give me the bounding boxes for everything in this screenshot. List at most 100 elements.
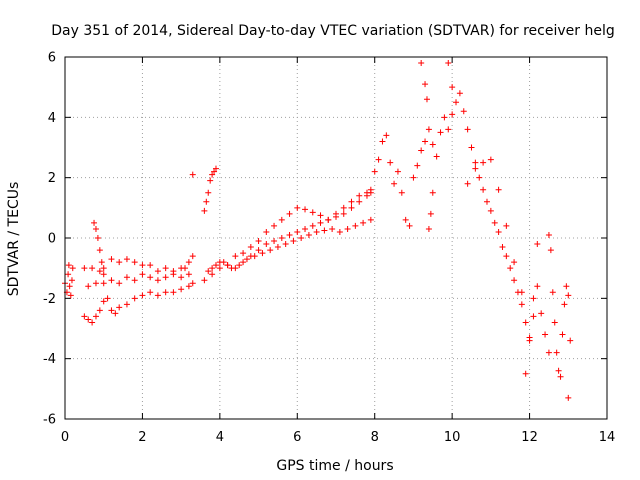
data-point — [228, 265, 235, 272]
series-band-upper — [81, 186, 374, 284]
data-point — [549, 289, 556, 296]
x-tick-label: 8 — [371, 430, 379, 445]
data-point — [555, 367, 562, 374]
data-point — [123, 301, 130, 308]
data-point — [216, 265, 223, 272]
data-point — [298, 235, 305, 241]
data-point — [522, 370, 529, 377]
data-point — [251, 253, 258, 260]
data-point — [123, 274, 130, 281]
data-point — [545, 349, 552, 356]
y-tick-labels: -6 -4 -2 0 2 4 6 — [43, 51, 56, 428]
data-point — [530, 313, 537, 320]
data-point — [189, 280, 196, 287]
data-point — [344, 225, 351, 232]
y-tick-label: -6 — [43, 413, 56, 428]
data-point — [472, 159, 479, 166]
data-point — [212, 165, 219, 172]
data-point — [209, 171, 216, 178]
data-point — [100, 298, 107, 305]
data-point — [313, 228, 320, 235]
data-point — [503, 222, 510, 229]
data-point — [240, 259, 247, 266]
data-point — [98, 259, 105, 266]
x-tick-label: 14 — [599, 430, 616, 445]
data-point — [286, 231, 293, 238]
data-point — [147, 262, 154, 269]
data-point — [391, 180, 398, 187]
data-point — [108, 307, 115, 314]
data-point — [65, 262, 72, 269]
data-point — [518, 289, 525, 296]
data-point — [81, 313, 88, 320]
data-point — [340, 204, 347, 211]
data-point — [379, 138, 386, 145]
data-point — [85, 316, 92, 323]
data-point — [116, 304, 123, 311]
data-point — [567, 337, 574, 344]
data-point — [499, 244, 506, 251]
data-point — [414, 162, 421, 169]
data-point — [356, 198, 363, 205]
data-point — [139, 292, 146, 299]
data-point — [305, 231, 312, 238]
data-point — [383, 132, 390, 139]
data-point — [212, 262, 219, 269]
data-point — [108, 277, 115, 284]
data-point — [522, 319, 529, 326]
data-point — [243, 256, 250, 263]
data-point — [449, 84, 456, 91]
data-point — [116, 259, 123, 266]
data-point — [348, 204, 355, 211]
data-point — [91, 219, 98, 226]
data-point — [236, 262, 243, 269]
data-point — [68, 277, 75, 284]
data-point — [302, 225, 309, 232]
data-point — [476, 174, 483, 181]
data-point — [321, 227, 328, 234]
data-point — [162, 289, 169, 296]
data-point — [259, 250, 266, 257]
data-point — [441, 114, 448, 121]
data-point — [96, 247, 103, 254]
data-point — [271, 238, 278, 245]
data-point — [247, 244, 254, 251]
data-point — [495, 228, 502, 235]
y-tick-label: 0 — [48, 232, 56, 247]
data-point — [551, 319, 558, 326]
data-point — [565, 292, 572, 299]
data-point — [352, 222, 359, 229]
data-point — [205, 189, 212, 196]
data-point — [329, 225, 336, 232]
data-point — [387, 159, 394, 166]
data-point — [433, 153, 440, 160]
data-point — [542, 331, 549, 338]
data-point — [185, 271, 192, 278]
data-point — [563, 283, 570, 290]
data-point — [182, 265, 189, 272]
y-tick-label: -4 — [43, 352, 56, 367]
data-point — [418, 60, 425, 67]
data-point — [356, 192, 363, 199]
series-jump-3.5h — [189, 165, 219, 214]
data-point — [209, 271, 216, 278]
data-point — [147, 274, 154, 281]
data-point — [456, 90, 463, 97]
data-point — [534, 241, 541, 248]
data-point — [211, 168, 218, 175]
data-point — [139, 271, 146, 278]
data-point — [394, 168, 401, 175]
data-point — [302, 206, 309, 213]
data-point — [406, 222, 413, 229]
data-point — [480, 159, 487, 166]
data-point — [423, 96, 430, 103]
data-point — [267, 247, 274, 254]
x-tick-label: 6 — [293, 430, 301, 445]
data-point — [559, 331, 566, 338]
data-point — [224, 262, 231, 269]
data-point — [220, 259, 227, 266]
data-point — [336, 228, 343, 235]
data-point — [294, 204, 301, 211]
data-point — [89, 319, 96, 326]
